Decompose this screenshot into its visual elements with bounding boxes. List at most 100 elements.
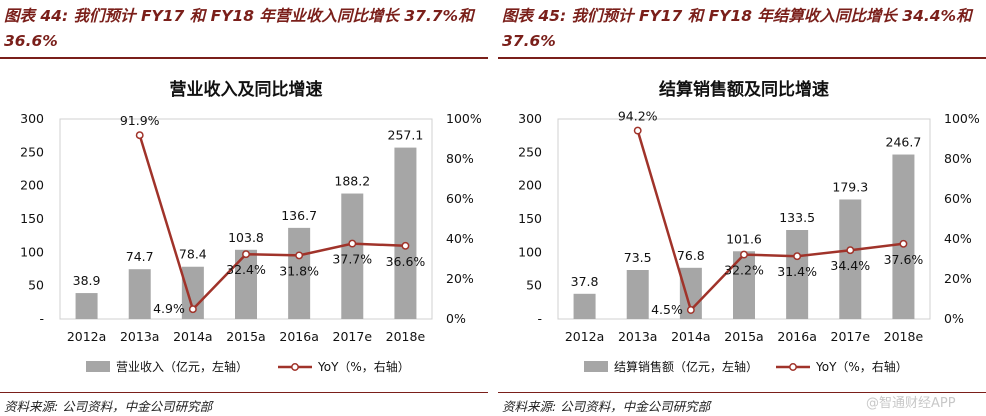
yoy-point: [793, 252, 802, 261]
bar-value-label: 101.6: [726, 231, 762, 246]
x-tick-label: 2015a: [724, 329, 763, 344]
caption-rule: [0, 57, 488, 59]
yoy-point: [899, 239, 908, 248]
yoy-point: [295, 251, 304, 260]
yoy-value-label: 37.6%: [884, 252, 924, 267]
source-rule: [498, 392, 986, 393]
x-tick-label: 2015a: [226, 329, 265, 344]
bar-value-label: 246.7: [886, 135, 922, 150]
legend-bar-swatch: [86, 361, 110, 372]
x-tick-label: 2016a: [777, 329, 816, 344]
legend-line-marker: [291, 363, 299, 371]
yoy-value-label: 91.9%: [120, 113, 160, 128]
x-tick-label: 2014a: [173, 329, 212, 344]
yoy-point: [846, 246, 855, 255]
bar-value-label: 76.8: [677, 248, 705, 263]
y-left-tick-label: 50: [526, 278, 542, 293]
chart-title: 营业收入及同比增速: [170, 79, 323, 100]
bar: [75, 293, 98, 319]
figure-caption: 图表 44: 我们预计 FY17 和 FY18 年营业收入同比增长 37.7%和…: [4, 7, 474, 50]
y-right-tick-label: 20%: [446, 271, 474, 286]
yoy-point: [686, 306, 695, 314]
y-left-tick-label: -: [39, 311, 44, 326]
bar: [839, 199, 862, 319]
bar: [128, 269, 151, 319]
yoy-value-label: 4.5%: [651, 302, 683, 317]
y-right-tick-label: 0%: [446, 311, 466, 326]
y-left-tick-label: 250: [20, 144, 44, 159]
chart-panel-right: 图表 45: 我们预计 FY17 和 FY18 年结算收入同比增长 34.4%和…: [498, 0, 986, 416]
yoy-point: [740, 250, 748, 259]
bar: [626, 270, 649, 319]
y-right-tick-label: 40%: [944, 231, 972, 246]
y-left-tick-label: 150: [518, 211, 542, 226]
yoy-value-label: 31.4%: [777, 264, 817, 279]
settlement-sales-chart: 结算销售额及同比增速 - 50 100 150 200 250 300 0% 20% 40% 60% 8…: [518, 79, 980, 374]
bar: [288, 227, 311, 319]
yoy-point: [188, 305, 197, 314]
y-right-tick-label: 100%: [944, 111, 980, 126]
bar-value-label: 103.8: [228, 230, 264, 245]
y-left-tick-label: 300: [518, 111, 542, 126]
yoy-value-label: 36.6%: [386, 254, 426, 269]
x-tick-label: 2012a: [67, 329, 106, 344]
legend-line-label: YoY（%，右轴）: [317, 359, 410, 374]
bar-value-label: 136.7: [281, 208, 317, 223]
yoy-value-label: 94.2%: [618, 109, 658, 124]
bar: [181, 266, 204, 319]
y-left-tick-label: 300: [20, 111, 44, 126]
bar: [733, 251, 755, 319]
yoy-point: [401, 241, 410, 250]
y-left-tick-label: 150: [20, 211, 44, 226]
yoy-value-label: 32.4%: [226, 262, 266, 277]
y-left-tick-label: 100: [518, 244, 542, 259]
y-left-tick-label: 50: [28, 278, 44, 293]
y-right-tick-label: 60%: [944, 191, 972, 206]
bar: [892, 154, 915, 319]
bar-value-label: 133.5: [779, 210, 815, 225]
x-tick-label: 2018e: [386, 329, 426, 344]
source-note: 资料来源: 公司资料，中金公司研究部: [502, 399, 711, 414]
y-right-tick-label: 20%: [944, 271, 972, 286]
y-left-tick-label: 200: [518, 178, 542, 193]
bar: [786, 230, 809, 319]
x-tick-label: 2017e: [831, 329, 871, 344]
bar-value-label: 179.3: [832, 179, 868, 194]
bar: [341, 193, 364, 319]
bar: [235, 249, 257, 319]
yoy-value-label: 32.2%: [724, 263, 764, 278]
y-right-tick-label: 80%: [944, 151, 972, 166]
chart-title: 结算销售额及同比增速: [659, 79, 829, 100]
bar-value-label: 78.4: [179, 247, 207, 262]
bar: [573, 293, 596, 319]
chart-panel-left: 图表 44: 我们预计 FY17 和 FY18 年营业收入同比增长 37.7%和…: [0, 0, 488, 416]
y-right-tick-label: 60%: [446, 191, 474, 206]
legend-bar-label: 结算销售额（亿元，左轴）: [614, 359, 758, 374]
y-right-tick-label: 80%: [446, 151, 474, 166]
bar-value-label: 37.8: [571, 274, 599, 289]
source-rule: [0, 392, 488, 393]
yoy-point: [242, 250, 250, 259]
bar-value-label: 38.9: [73, 273, 101, 288]
yoy-point: [135, 131, 144, 140]
bar: [679, 267, 702, 319]
source-note: 资料来源: 公司资料，中金公司研究部: [4, 399, 213, 414]
yoy-line: [636, 130, 904, 313]
watermark: @智通财经APP: [866, 396, 956, 411]
y-left-tick-label: 100: [20, 244, 44, 259]
caption-rule: [498, 57, 986, 59]
legend-bar-label: 营业收入（亿元，左轴）: [116, 359, 248, 374]
revenue-chart: 营业收入及同比增速 - 50 100 150 200 250 300 0% 20% 40% 60% 80…: [20, 79, 482, 374]
legend-line-marker: [789, 363, 797, 371]
yoy-point: [633, 126, 642, 135]
bar-value-label: 73.5: [624, 250, 652, 265]
y-left-tick-label: 200: [20, 178, 44, 193]
y-right-tick-label: 40%: [446, 231, 474, 246]
yoy-value-label: 4.9%: [153, 301, 185, 316]
y-right-tick-label: 100%: [446, 111, 482, 126]
yoy-value-label: 34.4%: [830, 258, 870, 273]
x-tick-label: 2016a: [279, 329, 318, 344]
x-tick-label: 2013a: [120, 329, 159, 344]
x-tick-label: 2017e: [333, 329, 373, 344]
x-tick-label: 2018e: [884, 329, 924, 344]
